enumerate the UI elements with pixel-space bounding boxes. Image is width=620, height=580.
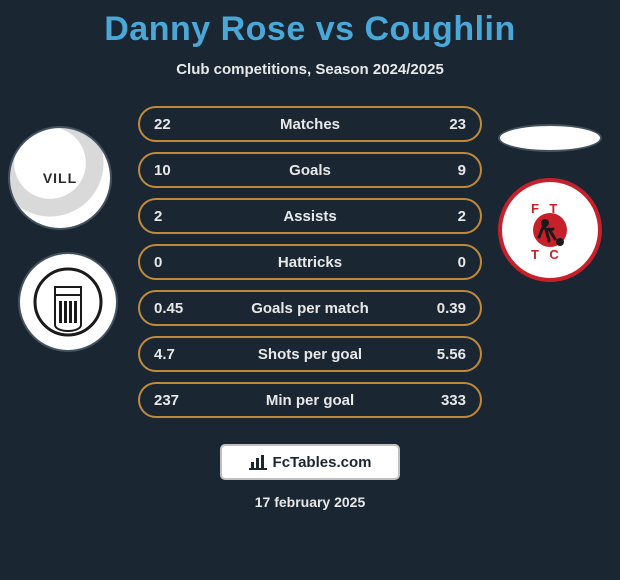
stat-row: 0Hattricks0: [138, 244, 482, 280]
stat-left-value: 2: [140, 208, 200, 225]
comparison-title: Danny Rose vs Coughlin: [0, 0, 620, 49]
stat-right-value: 9: [420, 162, 480, 179]
stat-row: 4.7Shots per goal5.56: [138, 336, 482, 372]
stat-right-value: 0.39: [420, 300, 480, 317]
player2-name: Coughlin: [364, 10, 515, 48]
stat-right-value: 23: [420, 116, 480, 133]
player1-club-badge: [18, 252, 118, 352]
stat-row: 2Assists2: [138, 198, 482, 234]
stat-left-value: 10: [140, 162, 200, 179]
stat-label: Goals: [200, 162, 420, 179]
brand-chart-icon: [249, 454, 267, 470]
stat-label: Shots per goal: [200, 346, 420, 363]
date-text: 17 february 2025: [0, 494, 620, 510]
stat-label: Assists: [200, 208, 420, 225]
stat-left-value: 22: [140, 116, 200, 133]
stat-right-value: 5.56: [420, 346, 480, 363]
stat-row: 22Matches23: [138, 106, 482, 142]
player1-avatar-text: VILL: [43, 170, 77, 186]
stat-left-value: 237: [140, 392, 200, 409]
player1-name: Danny Rose: [104, 10, 306, 48]
stat-label: Matches: [200, 116, 420, 133]
club2-top-letters: F T: [531, 201, 557, 216]
stat-left-value: 0: [140, 254, 200, 271]
stat-left-value: 4.7: [140, 346, 200, 363]
stat-right-value: 333: [420, 392, 480, 409]
brand-badge: FcTables.com: [220, 444, 400, 480]
club2-bottom-letters: T C: [531, 247, 559, 262]
stat-row: 237Min per goal333: [138, 382, 482, 418]
stat-label: Min per goal: [200, 392, 420, 409]
stat-right-value: 2: [420, 208, 480, 225]
vs-word: vs: [316, 10, 355, 48]
stat-row: 0.45Goals per match0.39: [138, 290, 482, 326]
stat-row: 10Goals9: [138, 152, 482, 188]
stat-label: Goals per match: [200, 300, 420, 317]
subtitle: Club competitions, Season 2024/2025: [0, 61, 620, 78]
player1-avatar: VILL: [8, 126, 112, 230]
stat-left-value: 0.45: [140, 300, 200, 317]
player2-avatar: [498, 124, 602, 152]
stat-label: Hattricks: [200, 254, 420, 271]
brand-text: FcTables.com: [273, 454, 372, 471]
player2-club-badge: F T T C: [498, 178, 602, 282]
stat-right-value: 0: [420, 254, 480, 271]
